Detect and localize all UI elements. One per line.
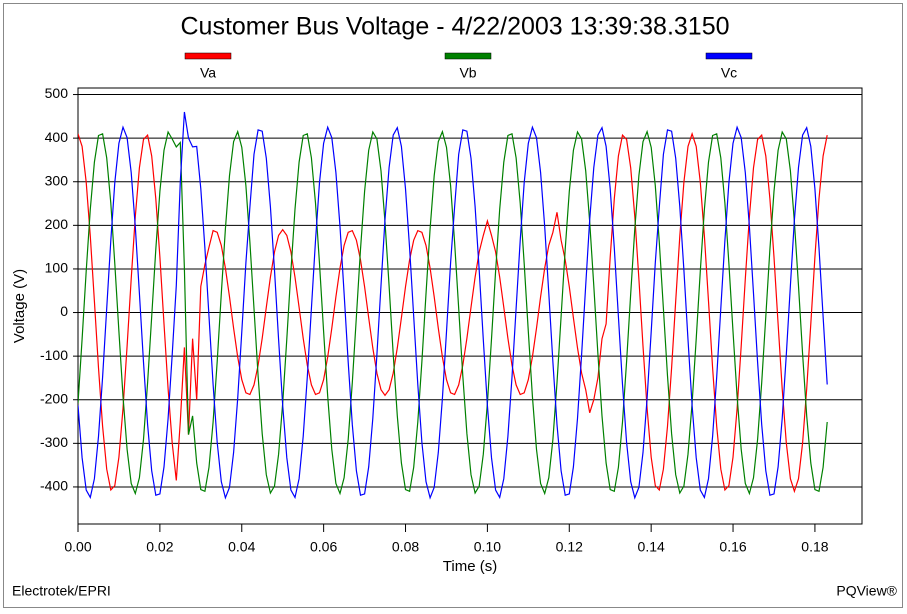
y-tick-label: -200	[40, 390, 68, 406]
legend-swatch	[705, 52, 753, 60]
y-tick-label: 0	[60, 303, 68, 319]
x-tick-label: 0.00	[64, 539, 91, 555]
y-tick-label: 500	[45, 85, 69, 101]
plot-lines	[78, 111, 828, 500]
y-axis-label: Voltage (V)	[11, 269, 28, 343]
series-line	[78, 131, 828, 494]
legend-label: Vc	[721, 65, 737, 81]
footer-left: Electrotek/EPRI	[12, 583, 111, 599]
y-tick-label: 400	[45, 129, 69, 145]
legend-swatch	[444, 52, 492, 60]
y-tick-label: 100	[45, 260, 69, 276]
footer-right: PQView®	[836, 583, 897, 599]
x-tick-label: 0.06	[310, 539, 337, 555]
x-tick-label: 0.02	[146, 539, 173, 555]
x-tick-label: 0.14	[638, 539, 665, 555]
y-tick-label: 200	[45, 216, 69, 232]
legend-label: Va	[200, 65, 216, 81]
series-line	[78, 129, 828, 496]
x-tick-label: 0.04	[228, 539, 255, 555]
x-tick-label: 0.12	[556, 539, 583, 555]
y-tick-label: -100	[40, 347, 68, 363]
series-line	[78, 111, 828, 500]
chart-title: Customer Bus Voltage - 4/22/2003 13:39:3…	[181, 13, 730, 41]
y-tick-label: -300	[40, 434, 68, 450]
legend-swatch	[184, 52, 232, 60]
x-tick-label: 0.18	[801, 539, 828, 555]
y-tick-label: 300	[45, 172, 69, 188]
x-tick-label: 0.08	[392, 539, 419, 555]
x-axis-label: Time (s)	[443, 558, 497, 575]
x-tick-label: 0.10	[474, 539, 501, 555]
x-tick-label: 0.16	[719, 539, 746, 555]
y-tick-label: -400	[40, 478, 68, 494]
legend-label: Vb	[459, 65, 476, 81]
